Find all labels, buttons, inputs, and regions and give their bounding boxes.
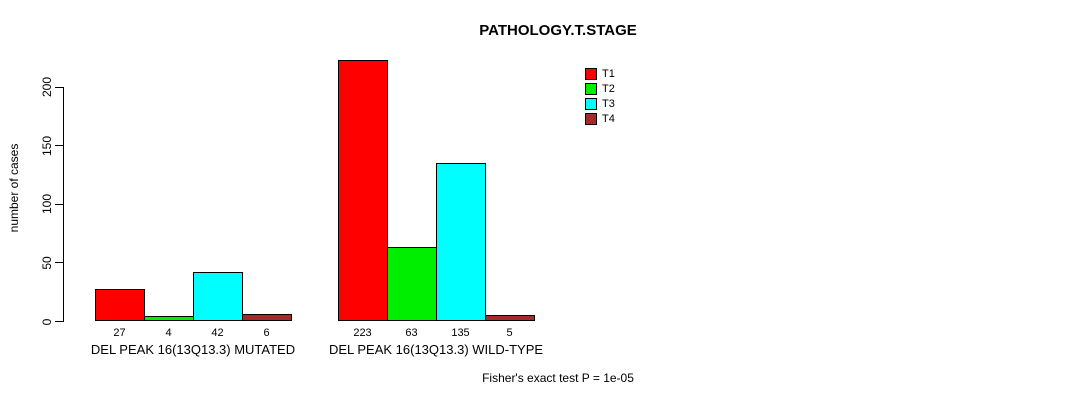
- bar-t4: [242, 314, 292, 321]
- y-axis-label: number of cases: [7, 143, 21, 233]
- legend-label: T4: [602, 112, 615, 125]
- bar-t3: [193, 272, 243, 321]
- category-label: DEL PEAK 16(13Q13.3) WILD-TYPE: [328, 342, 544, 357]
- legend-swatch-icon: [585, 97, 597, 110]
- legend-item-t2: T2: [585, 81, 615, 96]
- bar-value-label: 223: [353, 327, 372, 339]
- y-axis-tick: [55, 321, 63, 322]
- bar-t3: [436, 163, 486, 321]
- bar-t1: [95, 289, 145, 321]
- legend-label: T2: [602, 82, 615, 95]
- bar-value-label: 135: [451, 327, 470, 339]
- bar-value-label: 63: [405, 327, 418, 339]
- y-axis-tick-label: 200: [40, 77, 54, 98]
- bar-t2: [387, 247, 437, 321]
- y-axis-tick: [55, 145, 63, 147]
- bar-value-label: 4: [165, 327, 172, 339]
- y-axis-tick-label: 100: [40, 194, 54, 215]
- bar-t2: [144, 316, 194, 321]
- legend-label: T1: [602, 67, 615, 80]
- legend-swatch-icon: [585, 67, 597, 80]
- legend-item-t1: T1: [585, 66, 615, 81]
- y-axis-tick-label: 0: [40, 318, 54, 325]
- y-axis-tick-label: 150: [40, 135, 54, 156]
- y-axis-tick-label: 50: [40, 256, 54, 270]
- legend-swatch-icon: [585, 112, 597, 125]
- legend: T1 T2 T3 T4: [585, 66, 615, 126]
- y-axis-line: [63, 86, 64, 322]
- bar-t4: [485, 315, 535, 321]
- bar-value-label: 5: [506, 327, 513, 339]
- legend-item-t4: T4: [585, 111, 615, 126]
- bar-value-label: 42: [211, 327, 224, 339]
- chart-title: PATHOLOGY.T.STAGE: [479, 22, 637, 39]
- annotation-fisher-test: Fisher's exact test P = 1e-05: [482, 371, 634, 385]
- bar-t1: [338, 60, 388, 321]
- legend-label: T3: [602, 97, 615, 110]
- bar-value-label: 6: [263, 327, 270, 339]
- y-axis-tick: [55, 262, 63, 264]
- bar-value-label: 27: [113, 327, 126, 339]
- legend-item-t3: T3: [585, 96, 615, 111]
- y-axis-tick: [55, 203, 63, 205]
- legend-swatch-icon: [585, 82, 597, 95]
- category-label: DEL PEAK 16(13Q13.3) MUTATED: [90, 342, 296, 357]
- y-axis-tick: [55, 86, 63, 88]
